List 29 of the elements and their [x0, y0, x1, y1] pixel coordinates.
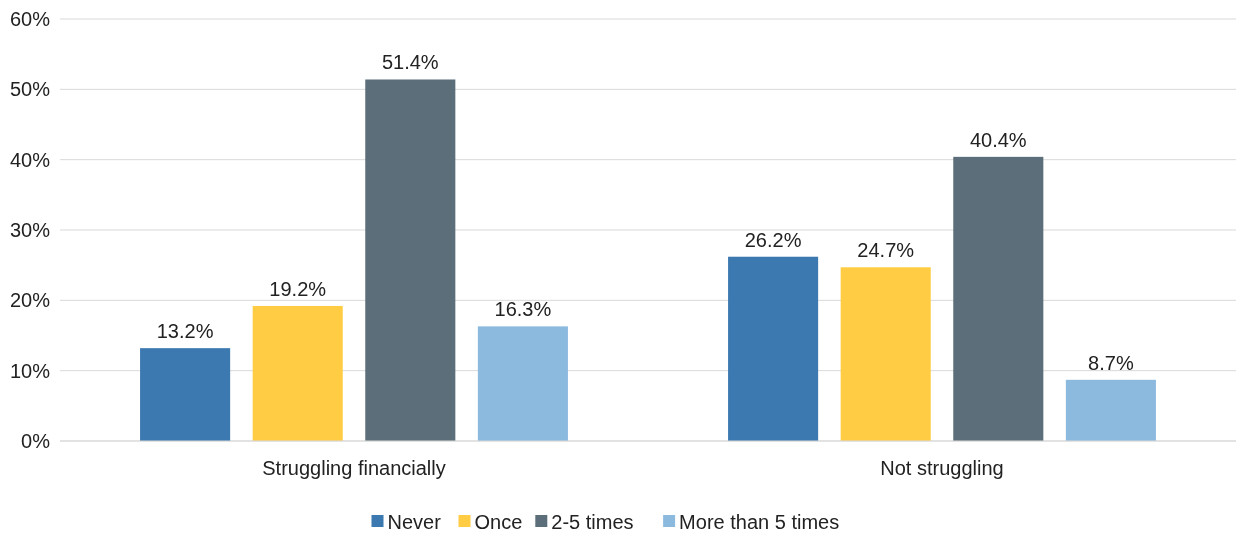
y-tick-label: 0%: [21, 430, 51, 452]
data-label: 13.2%: [156, 320, 214, 343]
data-label: 40.4%: [969, 128, 1027, 151]
y-tick-label: 10%: [9, 359, 51, 382]
x-tick-label: Struggling financially: [262, 457, 446, 479]
data-label: 19.2%: [269, 277, 327, 300]
y-tick-label: 60%: [9, 8, 51, 30]
data-label: 26.2%: [744, 228, 802, 251]
bar: [140, 348, 231, 441]
bar: [953, 156, 1044, 441]
y-tick-label: 30%: [9, 219, 51, 241]
bar: [477, 326, 568, 441]
data-label: 8.7%: [1088, 351, 1134, 374]
legend-label: Once: [474, 511, 523, 533]
legend-label: 2-5 times: [551, 511, 634, 533]
y-tick-label: 20%: [9, 289, 51, 312]
data-label: 16.3%: [494, 298, 552, 321]
y-tick-label: 40%: [9, 148, 51, 171]
legend-label: Never: [387, 511, 442, 533]
bar: [1065, 379, 1156, 441]
y-tick-label: 50%: [9, 78, 51, 101]
bar: [252, 305, 343, 441]
data-label: 24.7%: [857, 239, 915, 262]
bar: [365, 79, 456, 441]
bar: [840, 267, 931, 441]
x-tick-label: Not struggling: [880, 457, 1004, 479]
bar: [728, 256, 819, 441]
legend-label: More than 5 times: [679, 511, 840, 533]
data-label: 51.4%: [381, 51, 439, 74]
